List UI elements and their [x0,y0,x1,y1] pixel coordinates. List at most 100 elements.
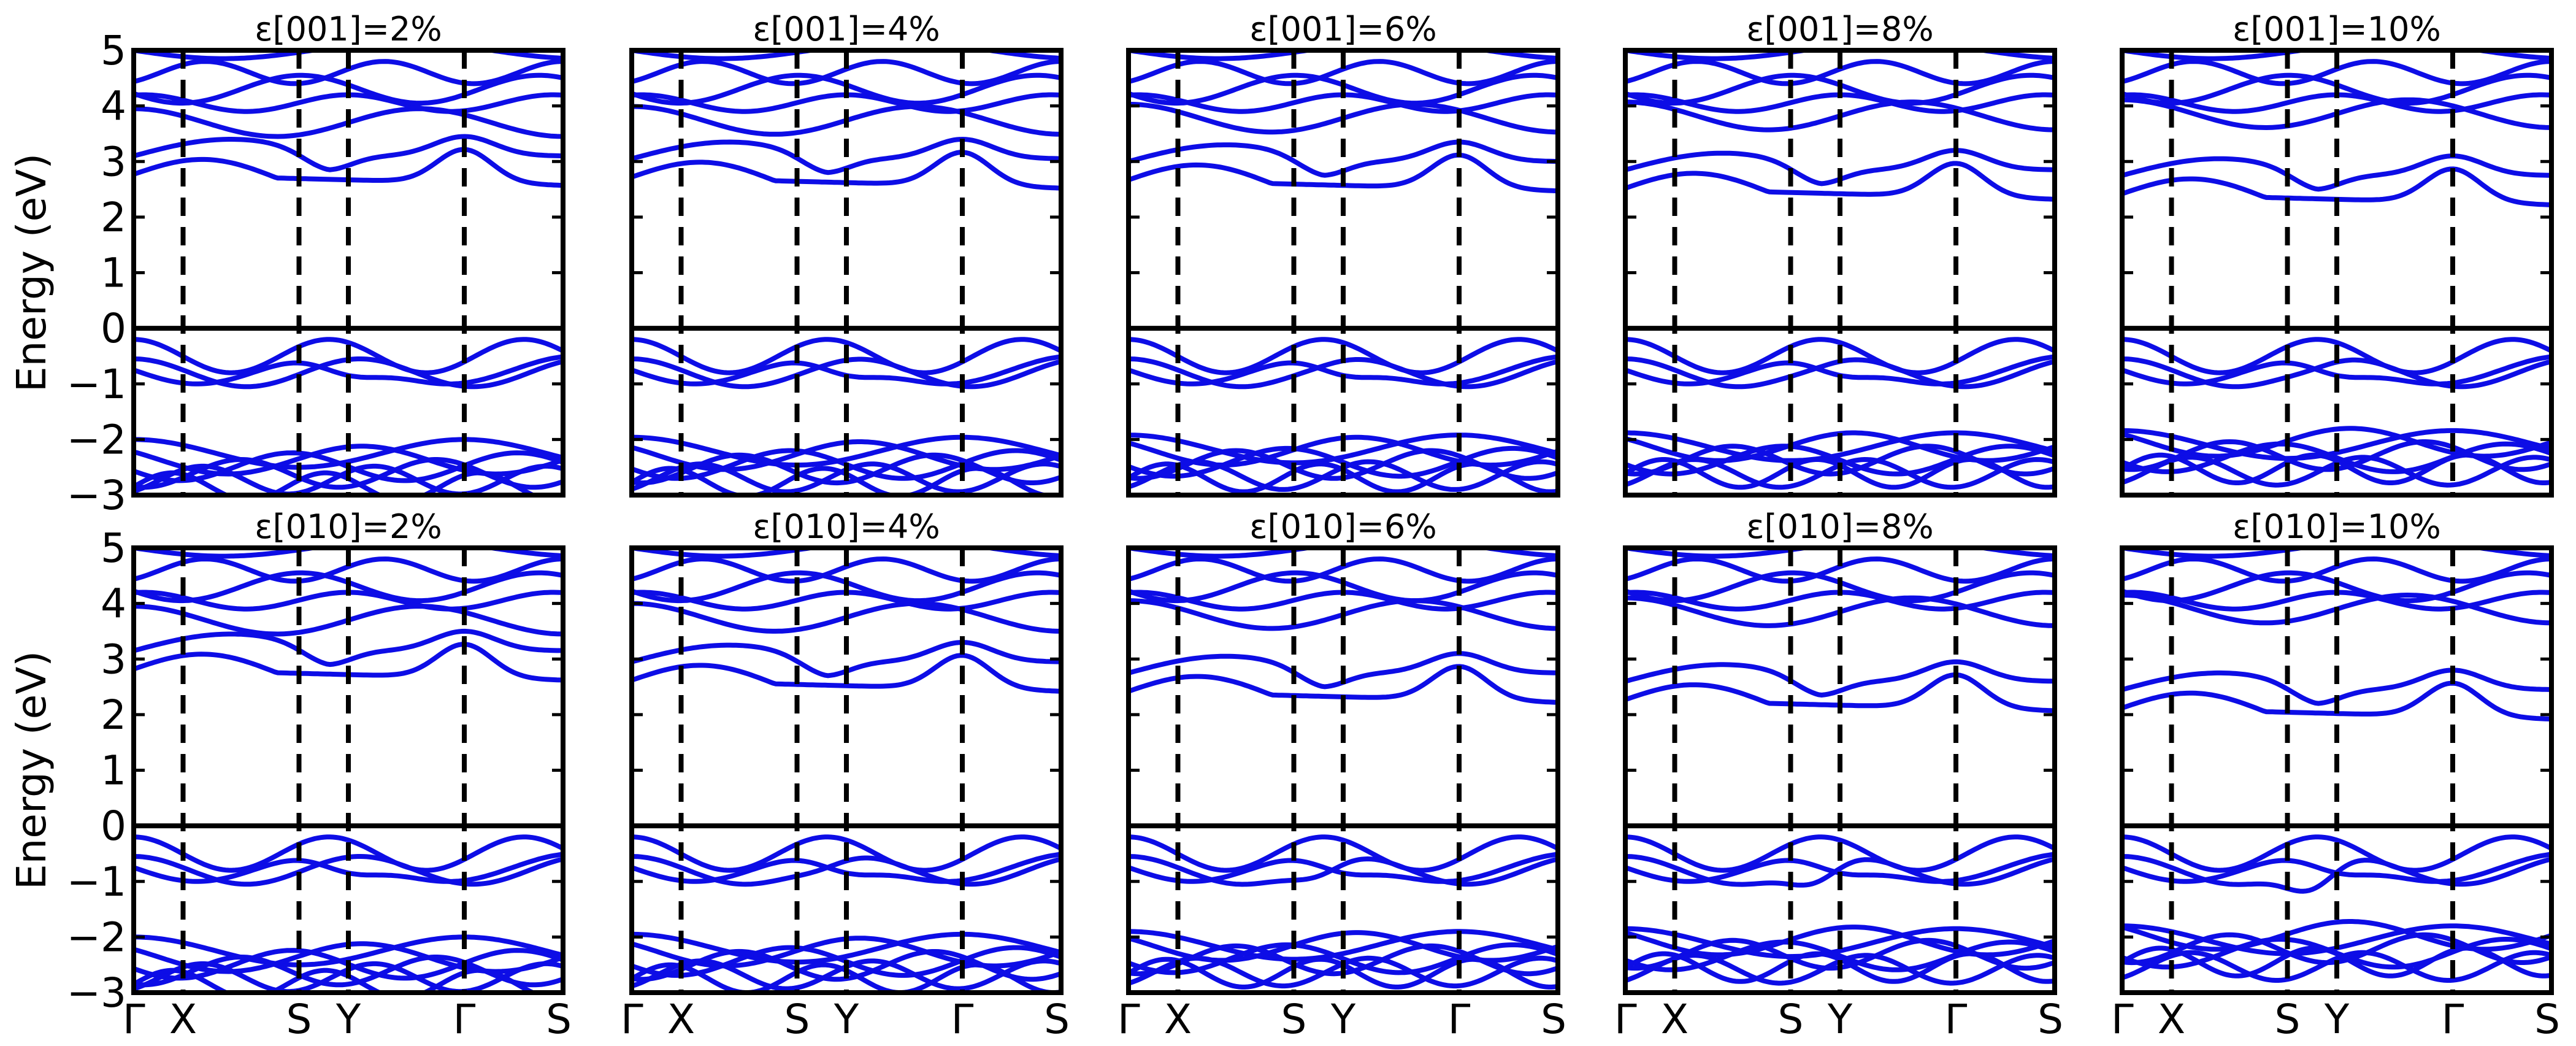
panel-title: ε[001]=6% [1249,10,1436,48]
band-line [1625,556,2055,584]
panel-frame [131,545,565,995]
y-tick-label: 2 [101,691,126,739]
x-tick-label: X [1661,996,1689,1043]
x-tick-label: X [667,996,695,1043]
panel-title: ε[001]=2% [255,10,442,48]
x-tick-label: Γ [123,996,145,1043]
band-line [2122,548,2551,559]
y-tick-label: 1 [101,747,126,794]
y-tick-label: 0 [101,802,126,850]
band-line [1129,929,1558,962]
panel-frame [629,48,1064,498]
x-tick-label: S [784,996,810,1043]
panel-frame [2120,48,2554,498]
band-line [1625,161,2055,202]
x-tick-label: Γ [621,996,643,1043]
band-line [1129,433,1558,466]
band-line [134,59,563,87]
band-line [1625,50,2055,61]
y-tick-label: 0 [101,305,126,352]
panel-001-1: ε[001]=2% 5 4 3 2 1 0 −1 −2 −3 Energy (eV) [8,10,565,519]
x-tick-label: S [1778,996,1804,1043]
band-line [1625,926,2055,959]
band-line [1625,548,2055,559]
x-tick-label: Y [1330,996,1356,1043]
panel-title: ε[010]=8% [1746,507,1933,546]
band-line [1129,548,1558,559]
band-line [1625,659,2055,698]
y-axis-label: Energy (eV) [8,651,55,890]
y-tick-label: 5 [101,525,126,572]
y-tick-label: 4 [101,83,126,130]
band-line [134,628,563,667]
x-tick-label: Γ [453,996,476,1043]
band-line [134,934,563,967]
band-line [2122,337,2551,375]
band-line [2122,452,2551,485]
panel-010-3: ε[010]=6%Γ X S Y Γ S [1117,507,1566,1043]
panel-title: ε[001]=10% [2233,10,2441,48]
band-line [2122,680,2551,721]
y-tick-label: 4 [101,580,126,628]
x-tick-label: S [546,996,572,1043]
panel-title: ε[001]=8% [1746,10,1933,48]
panel-frame [1623,48,2057,498]
x-tick-label: S [286,996,312,1043]
band-line [134,50,563,61]
panel-frame [1126,545,1560,995]
panel-frame [1126,48,1560,498]
y-tick-label: 5 [101,27,126,74]
y-tick-label: −3 [67,969,126,1017]
band-line [632,931,1061,965]
band-line [632,59,1061,87]
x-tick-label: Y [2324,996,2350,1043]
panel-frame [2120,545,2554,995]
band-line [2122,834,2551,873]
x-tick-label: X [2158,996,2185,1043]
band-line [134,548,563,559]
y-tick-label: 1 [101,250,126,297]
band-line [1129,337,1558,375]
x-tick-label: S [1281,996,1307,1043]
band-line [1625,854,2055,888]
panel-010-2: ε[010]=4%Γ X S Y Γ S [621,507,1070,1043]
y-tick-label: −2 [67,913,126,961]
band-line [632,834,1061,873]
panel-title: ε[010]=6% [1249,507,1436,546]
y-tick-label: −3 [67,472,126,519]
panel-title: ε[010]=10% [2233,507,2441,546]
band-line [134,134,563,172]
band-line [134,556,563,584]
panel-010-5: ε[010]=10%Γ X S Y Γ S [2111,507,2560,1043]
band-line [1625,834,2055,873]
panel-001-3: ε[001]=6% [1126,10,1560,498]
panel-001-2: ε[001]=4% [629,10,1064,498]
x-tick-label: S [1541,996,1566,1043]
band-line [134,337,563,375]
panel-frame [629,545,1064,995]
band-line [1129,50,1558,61]
panel-001-5: ε[001]=10% [2120,10,2554,498]
band-line [1625,59,2055,87]
y-axis-label: Energy (eV) [8,153,55,392]
band-line [1129,854,1558,887]
panel-title: ε[001]=4% [753,10,940,48]
panel-title: ε[010]=4% [753,507,940,546]
band-line [1625,430,2055,463]
band-line [2122,556,2551,584]
panel-frame [1623,545,2057,995]
x-tick-label: Γ [1614,996,1637,1043]
x-tick-label: X [169,996,197,1043]
y-tick-label: −1 [67,858,126,906]
band-line [2122,428,2551,461]
x-tick-label: Y [335,996,361,1043]
band-line [1625,951,2055,984]
y-tick-label: −2 [67,416,126,463]
band-line [632,556,1061,584]
x-tick-label: Y [1827,996,1853,1043]
x-tick-label: S [2037,996,2063,1043]
panel-title: ε[010]=2% [255,507,442,546]
band-line [1129,556,1558,584]
